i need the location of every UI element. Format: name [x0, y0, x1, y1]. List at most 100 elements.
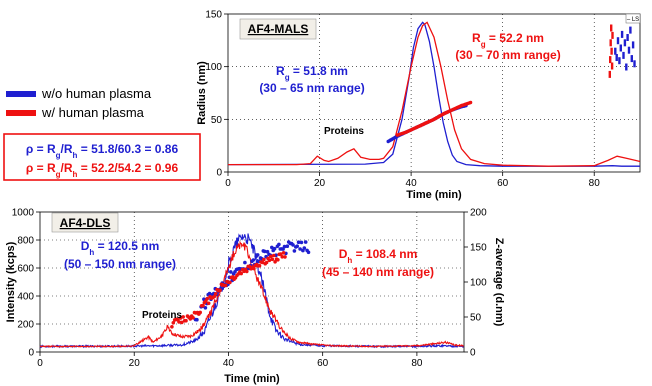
dls-red-zaverage-point [218, 288, 222, 293]
dls-x-axis-label: Time (min) [224, 373, 280, 385]
dls-red-dh-label: Dh = 108.4 nm [339, 247, 418, 265]
mals-blue-radius-scatter-point [618, 57, 621, 65]
dls-blue-zaverage-point [270, 245, 274, 250]
mals-blue-radius-scatter-point [623, 39, 627, 47]
mals-blue-radius-scatter-point [615, 54, 618, 61]
mals-blue-radius-scatter-point [630, 55, 633, 63]
dls-blue-dh-label: Dh = 120.5 nm [81, 239, 160, 257]
dls-blue-zaverage-point [265, 249, 270, 254]
dls-blue-zaverage-point [285, 244, 290, 248]
dls-red-zaverage-point [239, 271, 243, 276]
dls-blue-zaverage-point [195, 317, 199, 322]
dls-red-zaverage-point [252, 266, 256, 271]
dls-x-tick-label: 20 [129, 358, 141, 369]
dls-blue-zaverage-point [207, 291, 212, 296]
dls-blue-zaverage-point [203, 306, 208, 310]
dls-blue-dh-range: (50 – 150 nm range) [64, 257, 176, 271]
dls-blue-zaverage-point [292, 249, 297, 253]
mals-y-tick-label: 50 [211, 115, 223, 126]
dls-plot-frame [39, 211, 465, 353]
dls-y-axis-label: Intensity (kcps) [5, 241, 17, 322]
mals-corner-tag-box [625, 13, 641, 24]
dls-red-zaverage-point [178, 316, 183, 320]
dls-red-zaverage-point [177, 320, 181, 324]
mals-grid [228, 14, 640, 172]
mals-x-tick-label: 20 [314, 178, 326, 189]
mals-red-radius-scatter-point [610, 62, 614, 70]
mals-y-tick-label: 100 [205, 62, 222, 73]
mals-plot-frame [227, 13, 641, 173]
dls-red-zaverage-point [228, 280, 232, 285]
dls-y-tick-label: 1000 [12, 208, 35, 219]
mals-x-axis-label: Time (min) [406, 189, 462, 201]
dls-title-box [51, 212, 119, 233]
mals-blue-rg-label: Rg = 51.8 nm [276, 64, 348, 82]
mals-red-rg-range: (30 – 70 nm range) [455, 48, 560, 62]
mals-title-box [239, 18, 317, 40]
mals-blue-radius-scatter-point [622, 51, 625, 59]
mals-blue-radius-scatter-point [620, 30, 624, 38]
dls-y-tick-label: 800 [17, 236, 34, 247]
dls-y2-tick-label: 150 [470, 243, 487, 254]
dls-red-zaverage-point [281, 251, 286, 255]
dls-red-zaverage-point [283, 255, 287, 259]
dls-red-zaverage-point [223, 283, 228, 288]
mals-blue-radius-scatter-point [625, 63, 628, 71]
mals-x-tick-label: 40 [406, 178, 418, 189]
mals-y-axis-label: Radius (nm) [196, 61, 208, 125]
dls-y-tick-label: 600 [17, 264, 34, 275]
dls-blue-zaverage-point [282, 244, 287, 249]
dls-x-tick-label: 80 [411, 358, 423, 369]
mals-series [227, 21, 641, 167]
dls-red-zaverage-point [280, 254, 285, 259]
dls-y2-tick-label: 0 [470, 348, 476, 359]
mals-red-radius-scatter-point [609, 56, 612, 64]
dls-y-tick-label: 200 [17, 320, 34, 331]
mals-proteins-label: Proteins [324, 126, 364, 137]
dls-blue-zaverage-point [302, 246, 307, 250]
dls-red-zaverage-point [213, 292, 218, 296]
mals-blue-radius-scatter-point [619, 44, 622, 52]
rho-box-frame [3, 133, 201, 181]
mals-y-tick-label: 150 [205, 10, 222, 21]
rho-box: ρ = Rg/Rh = 51.8/60.3 = 0.86 ρ = Rg/Rh =… [3, 133, 201, 181]
mals-corner-tag: – LS [627, 17, 639, 23]
dls-red-zaverage-point [181, 315, 185, 319]
dls-blue-zaverage-point [272, 246, 277, 251]
mals-blue-radius-scatter-point [629, 26, 632, 34]
legend-swatch-red [6, 110, 36, 116]
legend: w/o human plasma w/ human plasma [6, 86, 152, 120]
dls-blue-zaverage-point [296, 240, 301, 244]
mals-chart: 0 20 40 60 80 0 50 100 150 AF4-MALS – LS Rg = 51… [196, 10, 641, 201]
mals-red-signal-line [228, 21, 641, 167]
dls-blue-zaverage-point [243, 260, 247, 265]
dls-red-zaverage-point [205, 296, 209, 301]
dls-red-zaverage-point [184, 318, 188, 323]
mals-blue-radius-scatter-point [627, 46, 631, 54]
dls-red-zaverage-point [271, 253, 276, 258]
dls-red-zaverage-point [262, 257, 266, 262]
dls-red-zaverage-point [206, 301, 211, 306]
dls-y-tick-label: 0 [28, 348, 34, 359]
dls-red-zaverage-point [212, 294, 217, 299]
dls-blue-zaverage-point [255, 253, 260, 257]
mals-x-tick-label: 80 [589, 178, 601, 189]
dls-red-zaverage-point [278, 252, 283, 256]
dls-red-zaverage-point [273, 260, 277, 264]
dls-red-zaverage-point [257, 263, 262, 268]
dls-blue-zaverage-point [303, 240, 308, 244]
mals-blue-radius-scatter-point [616, 37, 620, 45]
mals-blue-radius-scatter-point [633, 60, 636, 68]
dls-red-zaverage-point [276, 258, 280, 262]
dls-blue-zaverage-point [262, 249, 267, 254]
mals-red-radius-scatter-point [608, 70, 611, 78]
dls-y2-tick-label: 200 [470, 208, 487, 219]
dls-y2-tick-label: 100 [470, 278, 487, 289]
dls-red-zaverage-point [270, 257, 275, 262]
mals-blue-radius-scatter-point [626, 34, 629, 41]
dls-red-zaverage-point [260, 260, 265, 265]
mals-x-tick-label: 0 [225, 178, 231, 189]
